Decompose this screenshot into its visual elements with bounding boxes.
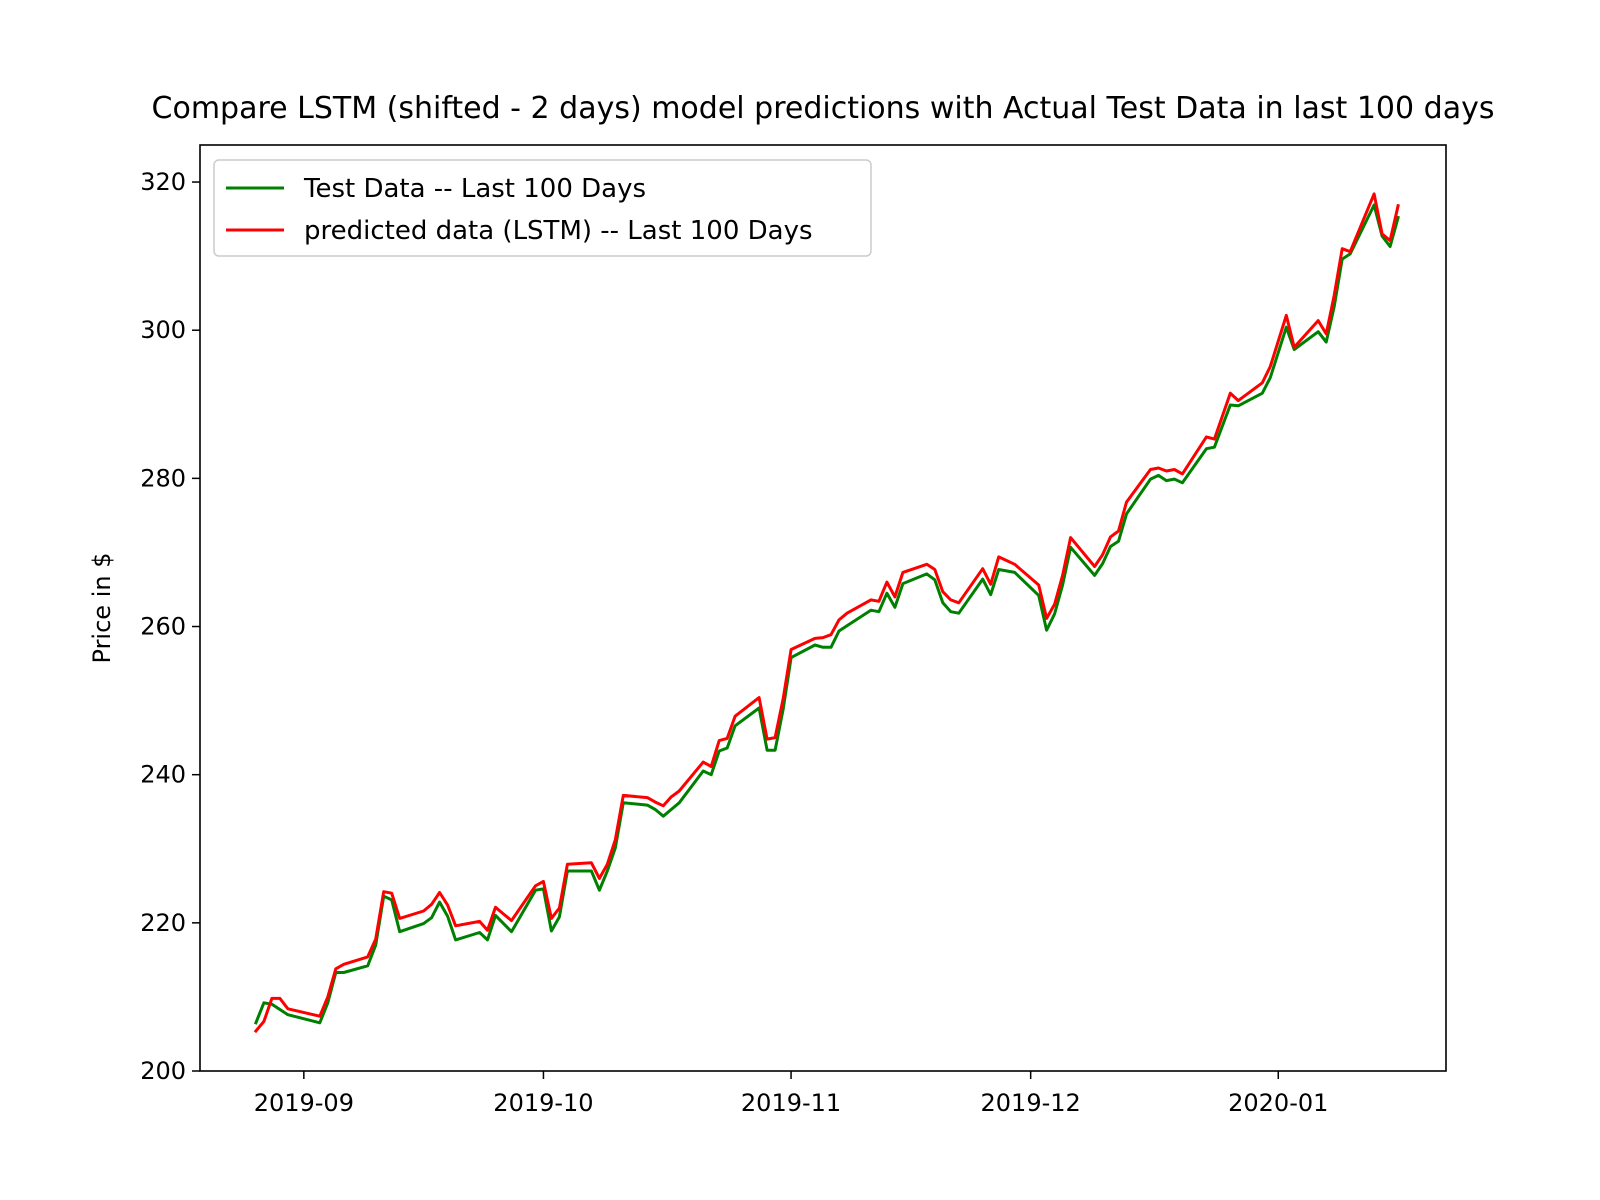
axes: 200 220 240 260 280 300 320 2019-09 2019-10 2019-… bbox=[140, 144, 1447, 1117]
series-line bbox=[253, 192, 1400, 1034]
y-tick-label: 320 bbox=[140, 168, 186, 196]
plot-frame bbox=[199, 144, 1447, 1072]
x-tick-label: 2020-01 bbox=[1228, 1089, 1328, 1117]
y-tick-label: 220 bbox=[140, 909, 186, 937]
legend-box bbox=[213, 159, 872, 257]
legend: Test Data -- Last 100 Days predicted data… bbox=[213, 159, 872, 257]
y-tick-label: 260 bbox=[140, 613, 186, 641]
y-axis-label: Price in $ bbox=[88, 553, 116, 664]
legend-label: Test Data -- Last 100 Days bbox=[303, 174, 646, 204]
series-lines bbox=[253, 192, 1400, 1034]
chart-title: Compare LSTM (shifted - 2 days) model pr… bbox=[152, 91, 1495, 126]
x-tick-label: 2019-11 bbox=[741, 1089, 841, 1117]
y-tick-label: 280 bbox=[140, 464, 186, 492]
x-tick-label: 2019-09 bbox=[254, 1089, 354, 1117]
x-tick-label: 2019-10 bbox=[493, 1089, 593, 1117]
series-line bbox=[253, 203, 1400, 1025]
y-tick-label: 200 bbox=[140, 1057, 186, 1085]
y-tick-label: 300 bbox=[140, 316, 186, 344]
x-tick-label: 2019-12 bbox=[981, 1089, 1081, 1117]
legend-label: predicted data (LSTM) -- Last 100 Days bbox=[304, 216, 813, 246]
y-tick-label: 240 bbox=[140, 761, 186, 789]
